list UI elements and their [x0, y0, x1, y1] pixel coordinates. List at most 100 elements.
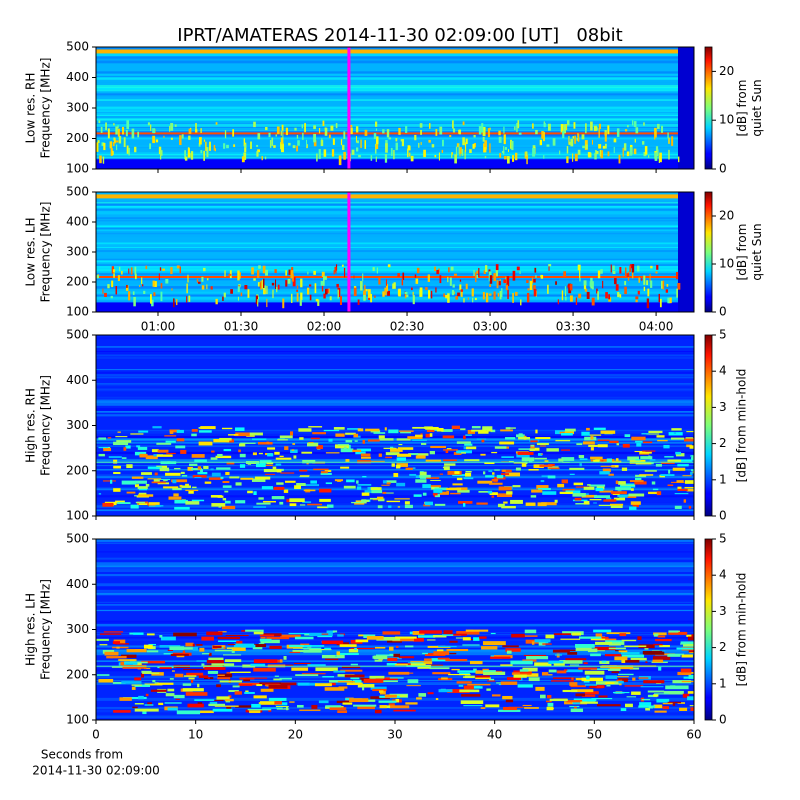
spectrogram-speck — [216, 696, 230, 700]
spectrogram-speck — [533, 288, 537, 297]
spectrogram-speck — [427, 485, 441, 488]
spectrogram-speck — [668, 631, 688, 635]
spectrogram-speck — [230, 671, 251, 673]
spectrogram-speck — [521, 463, 527, 467]
spectrogram-speck — [335, 267, 337, 274]
spectrogram-speck — [288, 269, 291, 275]
spectrogram-speck — [547, 466, 559, 469]
spectrogram-speck — [529, 439, 540, 442]
spectrogram-speck — [378, 659, 383, 661]
spectrogram-speck — [618, 678, 628, 683]
spectrogram-speck — [404, 294, 407, 299]
spectrogram-speck — [563, 669, 583, 673]
spectrogram-speck — [606, 497, 612, 501]
spectrogram-speck — [659, 298, 662, 308]
spectrogram-speck — [309, 632, 333, 637]
spectrogram-speck — [481, 123, 484, 133]
spectrogram-speck — [486, 688, 491, 691]
spectrogram-band — [96, 353, 694, 355]
spectrogram-speck — [643, 286, 646, 292]
spectrogram-speck — [655, 146, 659, 155]
spectrogram-speck — [503, 126, 505, 134]
spectrogram-speck — [296, 482, 306, 487]
spectrogram-speck — [107, 284, 110, 289]
spectrogram-speck — [388, 703, 395, 707]
spectrogram-speck — [501, 473, 509, 475]
spectrogram-speck — [687, 636, 694, 641]
spectrogram-speck — [128, 268, 130, 274]
spectrogram-band — [96, 461, 694, 463]
spectrogram-speck — [517, 684, 533, 688]
spectrogram-speck — [384, 153, 388, 163]
spectrogram-speck — [405, 294, 409, 298]
spectrogram-band — [96, 268, 694, 270]
spectrogram-speck — [649, 459, 656, 461]
spectrogram-speck — [330, 125, 334, 131]
spectrogram-speck — [380, 680, 398, 683]
spectrogram-speck — [654, 133, 656, 140]
spectrogram-speck — [529, 280, 533, 290]
spectrogram-speck — [200, 150, 203, 154]
spectrogram-speck — [530, 495, 537, 498]
spectrogram-speck — [98, 453, 105, 457]
x-tick-label: 01:30 — [224, 320, 259, 334]
spectrogram-speck — [304, 123, 306, 133]
spectrogram-speck — [123, 447, 127, 451]
spectrogram-band — [96, 122, 694, 126]
spectrogram-speck — [405, 125, 408, 134]
spectrogram-speck — [222, 481, 230, 484]
spectrogram-speck — [526, 656, 549, 660]
spectrogram-speck — [531, 641, 535, 645]
spectrogram-speck — [626, 151, 630, 157]
spectrogram-speck — [677, 486, 682, 490]
spectrogram-band — [96, 146, 694, 149]
spectrogram-speck — [354, 647, 357, 651]
spectrogram-speck — [600, 150, 604, 159]
spectrogram-speck — [574, 153, 578, 162]
spectrogram-speck — [507, 156, 510, 164]
spectrogram-speck — [410, 663, 426, 666]
spectrogram-band — [96, 495, 694, 498]
spectrogram-speck — [258, 265, 261, 269]
spectrogram-speck — [387, 657, 398, 662]
spectrogram-speck — [226, 461, 235, 465]
spectrogram-speck — [651, 481, 656, 485]
spectrogram-speck — [112, 681, 126, 684]
spectrogram-speck — [326, 630, 335, 633]
spectrogram-speck — [163, 653, 182, 655]
spectrogram-speck — [568, 141, 572, 145]
spectrogram-speck — [456, 441, 471, 444]
spectrogram-speck — [483, 671, 506, 675]
colorbar-tick-label: 0 — [719, 305, 727, 319]
spectrogram-speck — [384, 427, 387, 431]
spectrogram-speck — [370, 686, 387, 690]
spectrogram-speck — [148, 643, 157, 646]
spectrogram-speck — [524, 707, 539, 709]
x-tick-label: 03:30 — [556, 320, 591, 334]
spectrogram-speck — [572, 136, 574, 139]
spectrogram-speck — [188, 128, 192, 134]
spectrogram-speck — [446, 648, 469, 652]
spectrogram-speck — [419, 471, 427, 476]
spectrogram-speck — [343, 267, 346, 278]
spectrogram-speck — [219, 680, 242, 683]
colorbar-label: quiet Sun — [750, 79, 764, 136]
spectrogram-speck — [119, 697, 132, 701]
spectrogram-speck — [590, 653, 601, 657]
spectrogram-speck — [432, 635, 447, 638]
spectrogram-speck — [110, 479, 113, 484]
spectrogram-speck — [575, 647, 592, 651]
spectrogram-speck — [650, 265, 653, 269]
spectrogram-speck — [299, 437, 304, 440]
spectrogram-speck — [144, 683, 163, 686]
spectrogram-speck — [356, 448, 371, 452]
spectrogram-speck — [264, 285, 267, 289]
spectrogram-speck — [383, 492, 394, 494]
spectrogram-speck — [260, 639, 280, 644]
spectrogram-speck — [605, 682, 615, 684]
spectrogram-speck — [346, 479, 355, 483]
spectrogram-speck — [535, 275, 537, 278]
spectrogram-speck — [274, 675, 279, 677]
spectrogram-speck — [419, 630, 442, 634]
spectrogram-speck — [676, 647, 694, 650]
